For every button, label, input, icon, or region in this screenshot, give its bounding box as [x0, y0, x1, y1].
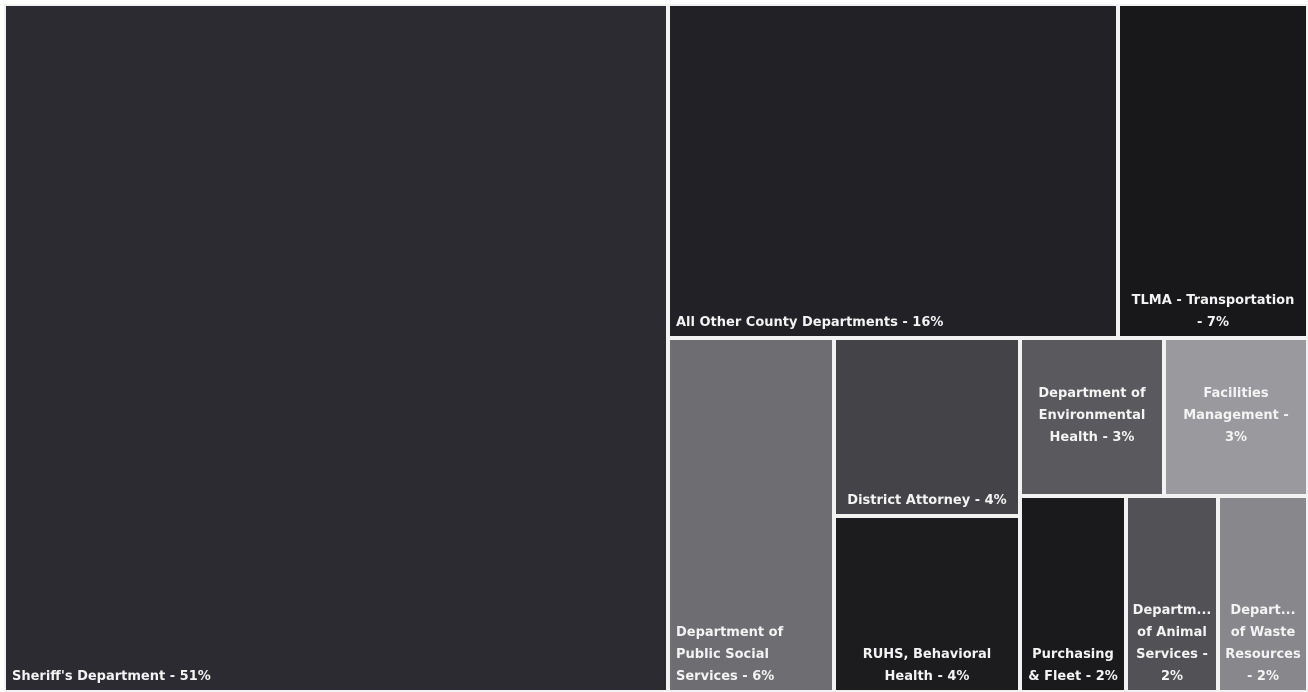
treemap-tile-label: Sheriff's Department - 51% — [12, 669, 211, 684]
treemap-tile: Sheriff's Department - 51% — [4, 4, 668, 692]
treemap-tile: Department of Public Social Services - 6… — [668, 338, 834, 692]
treemap-tile-label: RUHS, Behavioral Health - 4% — [862, 647, 992, 684]
treemap-tile-label: Depart... of Waste Resources - 2% — [1225, 603, 1301, 684]
treemap-tile: District Attorney - 4% — [834, 338, 1020, 516]
treemap-tile: TLMA - Transportation - 7% — [1118, 4, 1308, 338]
treemap-tile-label: Department of Environmental Health - 3% — [1038, 386, 1146, 445]
treemap-tile: Depart... of Waste Resources - 2% — [1218, 496, 1308, 692]
treemap-tile: Department of Environmental Health - 3% — [1020, 338, 1164, 496]
treemap-tile: Departm... of Animal Services - 2% — [1126, 496, 1218, 692]
treemap-tile: RUHS, Behavioral Health - 4% — [834, 516, 1020, 692]
treemap-tile-label: District Attorney - 4% — [847, 493, 1007, 508]
treemap-tile-label: TLMA - Transportation - 7% — [1131, 293, 1295, 330]
treemap-tile: All Other County Departments - 16% — [668, 4, 1118, 338]
treemap-tile-label: Departm... of Animal Services - 2% — [1132, 603, 1212, 684]
treemap-tile-label: All Other County Departments - 16% — [676, 315, 944, 330]
treemap-tile-label: Department of Public Social Services - 6… — [676, 625, 784, 684]
treemap-tile-label: Purchasing & Fleet - 2% — [1028, 647, 1118, 684]
treemap-tile: Facilities Management - 3% — [1164, 338, 1308, 496]
treemap-tile: Purchasing & Fleet - 2% — [1020, 496, 1126, 692]
treemap-tile-label: Facilities Management - 3% — [1183, 386, 1289, 445]
